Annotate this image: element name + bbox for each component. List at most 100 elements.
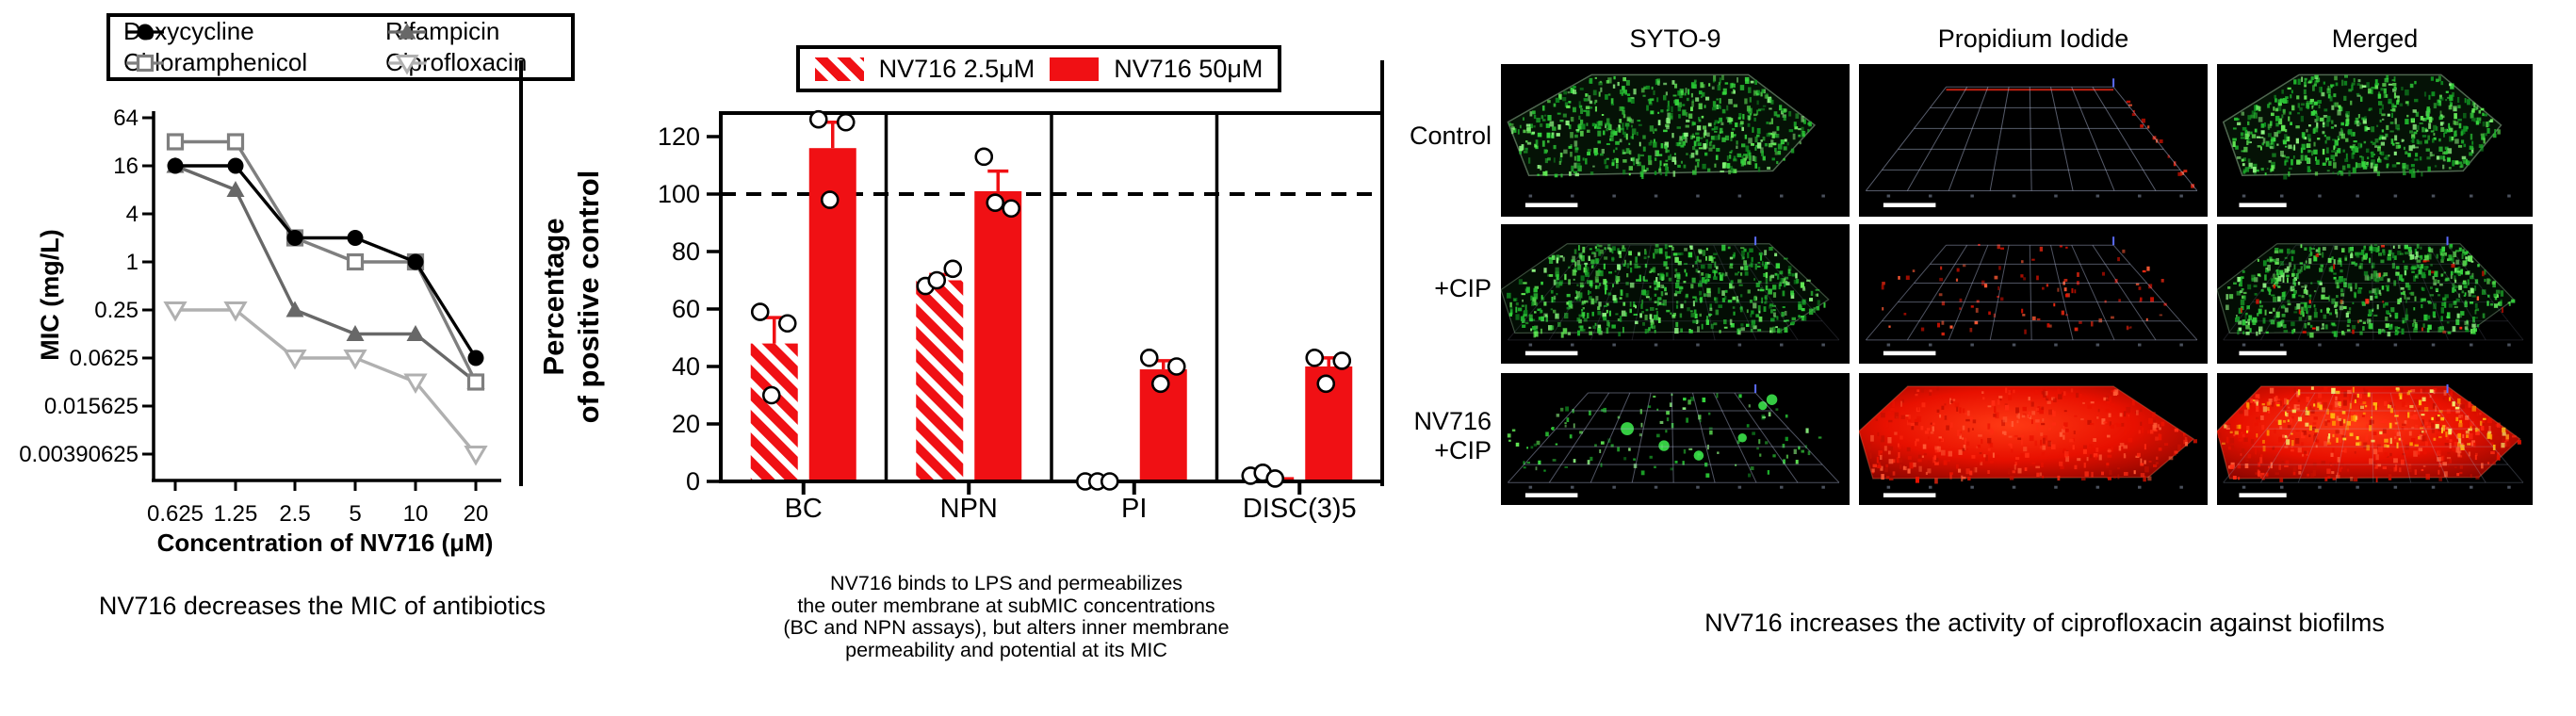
marker-filled-circle [467,350,484,366]
scale-bar-and-ticks [2239,194,2511,207]
tick-label: PI [1121,494,1147,524]
biofilm-image-r3-c1-sparse-green [1501,373,1850,505]
tick-label: 0.625 [147,501,204,527]
row-label-nv716-cip: NV716 +CIP [1327,407,1492,465]
panel-permeability-chart: Percentage of positive control NV716 2.5… [509,0,1413,716]
perspective-grid [1866,236,2198,341]
biofilm-image-r1-c1-dense-green [1501,64,1850,217]
plot-frame: 0 20 40 60 80 100 120 BC NPN PI DISC(3)5 [658,111,1384,524]
legend-item-ciprofloxacin: Ciprofloxacin [385,48,571,77]
marker-open-square [466,373,485,391]
tick-label: 0.00390625 [19,442,139,467]
panel-divider-left [519,60,523,486]
ciprofloxacin-marker-icon [388,54,426,74]
marker-filled-circle [347,230,364,246]
speckle-layer [2222,73,2503,180]
scale-bar [1524,493,1578,497]
legend-item-doxycycline: Doxycycline [123,17,385,46]
tick-label: NPN [940,494,998,524]
perspective-grid [1508,236,1840,341]
scale-bar [1524,350,1578,356]
replicate-point [1332,351,1352,370]
scale-bar-and-ticks [1883,194,2183,207]
series-line [175,308,478,456]
replicate-point [974,147,994,167]
biofilm-render [1866,78,2198,207]
marker-filled-triangle [406,325,425,341]
marker-open-triangle-down [283,350,307,370]
scale-bar [2239,350,2287,356]
marker-filled-circle [286,230,303,246]
bar-NPN-2.5uM [916,280,964,481]
tick-label: 60 [672,295,700,323]
doxycycline-marker-icon [126,24,164,40]
data-points [750,109,1352,491]
speckle-layer [1859,385,2197,484]
mic-legend: Doxycycline Rifampicin Chloramphenicol C… [106,13,575,81]
perspective-grid [2223,384,2524,483]
marker-filled-circle [227,157,244,174]
scale-bar [2239,493,2287,497]
biofilm-render [2217,384,2524,497]
tick-label: 0.25 [94,298,139,323]
scale-bar-and-ticks [1883,343,2183,356]
speckle-layer [2217,385,2521,482]
scale-bar [1524,203,1578,207]
biofilm-caption: NV716 increases the activity of ciproflo… [1704,609,2385,637]
series-line [175,164,478,359]
marker-open-triangle-down [395,54,419,74]
scale-bar-and-ticks [1524,485,1825,497]
replicate-point [1002,199,1021,219]
tick-label: 0.0625 [70,346,139,371]
biofilm-image-r1-c2-grid-red-trace [1859,64,2208,217]
series-line [174,164,478,383]
marker-open-triangle-down [464,446,488,466]
biofilm-render [1859,385,2197,497]
speckle-layer [1507,73,1817,180]
mic-axes: 64 16 4 1 0.25 0.0625 0.015625 0.00390625 0.625 1… [19,106,501,527]
legend-label-nv716-2-5: NV716 2.5μM [878,54,1035,83]
chloramphenicol-marker-icon [126,54,164,72]
tick-label: 64 [113,106,139,131]
perm-legend: NV716 2.5μM NV716 50μM [796,45,1281,92]
replicate-point [927,270,947,290]
scale-bar [1883,203,1936,207]
row-label-nv716-cip-line2: +CIP [1434,436,1492,464]
marker-filled-circle [167,157,184,174]
tick-label: 80 [672,237,700,266]
replicate-point [1100,472,1119,491]
marker-filled-triangle [398,23,416,39]
perm-caption-line1: NV716 binds to LPS and permeabilizes [829,572,1183,594]
replicate-point [1316,374,1336,394]
marker-open-square [136,54,155,72]
legend-item-rifampicin: Rifampicin [385,17,571,46]
perspective-grid [1866,78,2198,191]
tick-label: 120 [658,122,700,151]
hatched-swatch-icon [814,57,864,81]
replicate-point [943,259,963,279]
scale-bar-and-ticks [2239,485,2511,497]
tick-label: 100 [658,180,700,208]
biofilm-render [1866,236,2198,356]
marker-open-triangle-down [223,301,248,322]
scale-bar-and-ticks [1883,485,2183,497]
tick-label: 20 [672,410,700,438]
column-header-propidium-iodide: Propidium Iodide [1937,24,2129,53]
marker-filled-circle [137,24,154,40]
replicate-point [820,190,840,209]
row-label-nv716-cip-line1: NV716 [1413,407,1492,435]
tick-label: 16 [113,154,139,179]
perspective-grid [1508,384,1840,483]
marker-filled-triangle [346,325,365,341]
series-ciprofloxacin [163,301,488,466]
mic-x-axis-title: Concentration of NV716 (μM) [156,529,494,557]
column-header-merged: Merged [2331,24,2419,53]
tick-label: 5 [349,501,361,527]
speckle-layer [2217,243,2516,338]
bars [750,121,1353,481]
marker-filled-circle [407,253,424,270]
scale-bar-and-ticks [1524,194,1825,207]
biofilm-render [2222,73,2511,207]
biofilm-image-r1-c3-dense-green [2217,64,2533,217]
